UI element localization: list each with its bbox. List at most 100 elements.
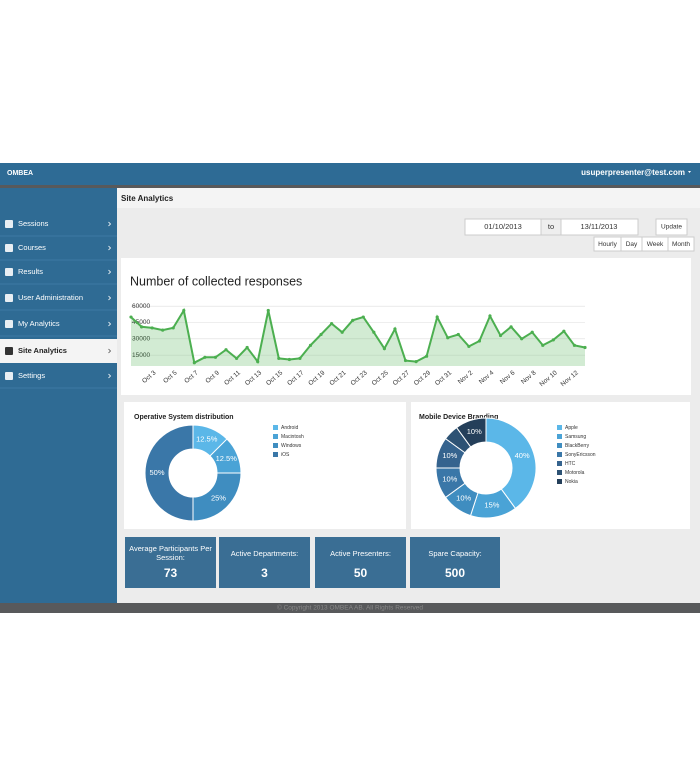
stat-label: Spare Capacity:	[428, 548, 482, 558]
stat-label-box: Active Presenters:	[330, 549, 391, 558]
legend-swatch	[557, 461, 562, 466]
legend-label: Samsung	[565, 434, 586, 440]
nav-item[interactable]: Results	[18, 267, 43, 276]
slice-label: 50%	[149, 468, 164, 477]
nav-active-bg	[0, 339, 117, 363]
line-point	[308, 343, 313, 347]
line-chart-title: Number of collected responses	[130, 274, 302, 288]
update-button[interactable]	[655, 218, 688, 236]
legend-swatch	[557, 452, 562, 457]
line-point	[520, 337, 524, 341]
slice-label: 15%	[484, 501, 499, 510]
slice-label: 12.5%	[216, 454, 238, 463]
nav-icon	[5, 347, 13, 355]
line-point	[245, 345, 249, 350]
slice-label: 10%	[456, 494, 471, 503]
stat-card	[219, 537, 310, 588]
line-point	[541, 343, 545, 347]
line-point	[414, 360, 418, 364]
line-panel	[121, 258, 691, 395]
legend-label: HTC	[565, 461, 576, 467]
header-shadow	[0, 185, 700, 188]
line-point	[256, 360, 260, 364]
y-tick-label: 60000	[132, 303, 150, 310]
line-point	[456, 332, 460, 337]
pie-slice[interactable]	[144, 424, 194, 522]
line-point	[562, 329, 566, 333]
line-point	[277, 356, 281, 360]
legend-label: Motorola	[565, 470, 585, 476]
header-bar	[0, 163, 700, 187]
line-point	[203, 355, 207, 359]
line-point	[477, 339, 482, 343]
nav-item[interactable]: Sessions	[18, 219, 49, 228]
line-point	[319, 332, 323, 337]
line-point	[266, 308, 270, 313]
y-tick-label: 30000	[132, 336, 150, 343]
stat-value: 3	[261, 566, 268, 580]
pie-title: Mobile Device Branding	[419, 414, 498, 421]
footer: © Copyright 2013 OMBEA AB. All Rights Re…	[277, 604, 423, 612]
logo[interactable]: OMBEA	[7, 170, 33, 177]
pie-title: Operative System distribution	[134, 414, 234, 421]
line-point	[213, 355, 218, 359]
line-point	[192, 361, 196, 365]
line-series	[130, 307, 586, 365]
line-point	[298, 356, 302, 360]
nav-item[interactable]: My Analytics	[18, 319, 60, 328]
range-label: Week	[647, 241, 664, 248]
stat-label: Average Participants Per Session:	[129, 544, 212, 562]
legend-swatch	[557, 470, 562, 475]
nav-chevron	[108, 245, 112, 251]
line-point	[287, 357, 291, 362]
nav-icon	[5, 372, 13, 380]
legend-label: Nokia	[565, 479, 578, 485]
nav-item[interactable]: Settings	[18, 371, 45, 380]
user-menu[interactable]: usuperpresenter@test.com	[581, 168, 685, 177]
range-label: Day	[626, 241, 638, 248]
line-point	[171, 326, 175, 330]
date-to: 13/11/2013	[581, 222, 618, 231]
stat-value: 73	[164, 566, 178, 580]
legend-swatch	[557, 425, 562, 430]
slice-label: 12.5%	[196, 435, 218, 444]
pie-slice[interactable]	[455, 417, 487, 448]
line-point	[224, 348, 228, 352]
nav-chevron	[108, 295, 112, 301]
range-label: Hourly	[598, 241, 618, 248]
nav-icon	[5, 268, 13, 276]
legend-label: Macintosh	[281, 434, 304, 440]
line-point	[129, 315, 133, 319]
line-point	[161, 328, 165, 332]
nav-item[interactable]: Site Analytics	[18, 346, 67, 355]
line-point	[139, 325, 144, 329]
line-point	[340, 330, 344, 334]
legend-swatch	[557, 434, 562, 439]
slice-label: 10%	[442, 451, 457, 460]
nav-item[interactable]: Courses	[18, 243, 46, 252]
legend-swatch	[557, 479, 562, 484]
stat-value: 50	[354, 566, 368, 580]
line-point	[467, 344, 471, 349]
stat-card	[125, 537, 216, 588]
sidebar	[0, 188, 117, 603]
stat-card	[410, 537, 500, 588]
line-area	[131, 310, 585, 366]
date-to-input[interactable]	[560, 218, 639, 236]
title-bar	[117, 188, 700, 208]
pie-slice[interactable]	[485, 417, 537, 510]
nav-icon	[5, 320, 13, 328]
update-label: Update	[661, 224, 682, 231]
slice-label: 10%	[467, 427, 482, 436]
line-point	[446, 336, 450, 340]
line-point	[530, 330, 534, 334]
stat-label: Active Departments:	[230, 548, 299, 558]
nav-icon	[5, 244, 13, 252]
nav-item[interactable]: User Administration	[18, 293, 83, 302]
legend-swatch	[273, 434, 278, 439]
line-point	[509, 325, 513, 329]
range-button[interactable]	[667, 236, 695, 252]
line-point	[351, 318, 355, 322]
